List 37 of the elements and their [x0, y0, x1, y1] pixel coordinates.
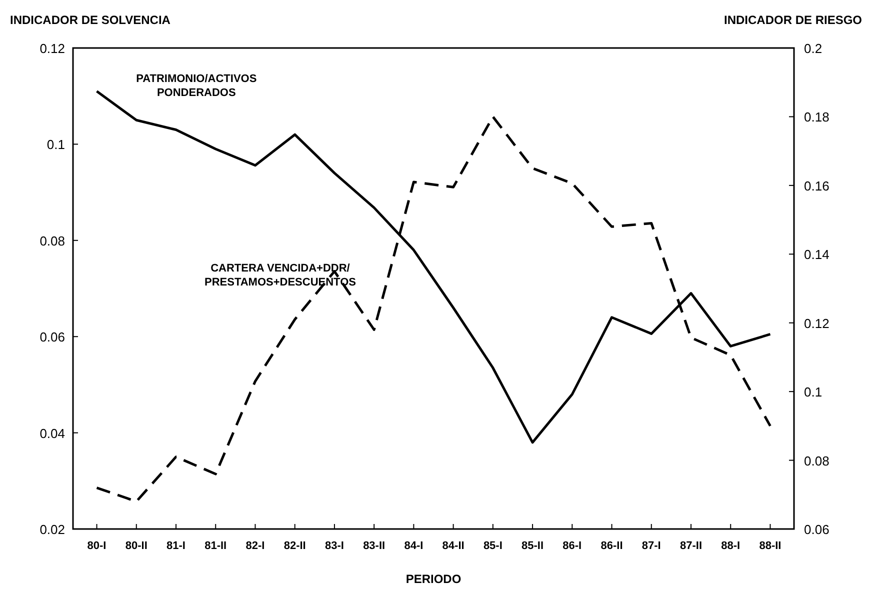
x-tick-label: 88-I [721, 540, 740, 552]
y2-tick-label: 0.08 [804, 453, 830, 468]
x-tick-label: 81-II [204, 540, 227, 552]
y2-tick-label: 0.16 [804, 178, 830, 194]
y-tick-label: 0.08 [40, 233, 65, 248]
x-tick-label: 86-II [600, 540, 623, 552]
y2-tick-label: 0.1 [804, 384, 822, 400]
y2-axis-title: INDICADOR DE RIESGO [724, 13, 862, 27]
y2-tick-label: 0.14 [804, 247, 830, 262]
x-tick-label: 80-I [87, 540, 106, 552]
x-tick-label: 88-II [759, 540, 782, 552]
series-label: PATRIMONIO/ACTIVOS PONDERADOS [136, 73, 257, 100]
y-axis-title: INDICADOR DE SOLVENCIA [10, 13, 171, 27]
y-tick-label: 0.12 [40, 41, 65, 56]
x-axis-title: PERIODO [406, 572, 462, 586]
y2-tick-label: 0.06 [804, 522, 830, 537]
y2-tick-label: 0.2 [804, 41, 822, 56]
x-tick-label: 85-I [483, 540, 502, 552]
y-tick-label: 0.02 [40, 522, 65, 537]
x-tick-label: 87-I [642, 540, 661, 552]
x-tick-label: 82-II [284, 540, 306, 552]
x-tick-label: 80-II [125, 540, 148, 552]
y-tick-label: 0.04 [40, 426, 65, 441]
x-tick-label: 86-I [562, 540, 582, 552]
x-tick-label: 82-I [246, 540, 265, 552]
x-tick-label: 84-II [442, 540, 464, 552]
y-tick-label: 0.06 [40, 330, 65, 345]
y2-tick-label: 0.18 [804, 110, 830, 125]
x-tick-label: 84-I [404, 540, 424, 552]
y-tick-label: 0.1 [46, 137, 65, 152]
x-tick-label: 83-I [324, 540, 344, 552]
x-tick-label: 85-II [522, 540, 544, 552]
x-tick-label: 81-I [166, 540, 186, 552]
x-tick-label: 87-II [680, 540, 702, 552]
x-tick-label: 83-II [363, 540, 386, 552]
y2-tick-label: 0.12 [804, 316, 830, 331]
series-label: CARTERA VENCIDA+DDR/ PRESTAMOS+DESCUENTOS [204, 262, 356, 288]
